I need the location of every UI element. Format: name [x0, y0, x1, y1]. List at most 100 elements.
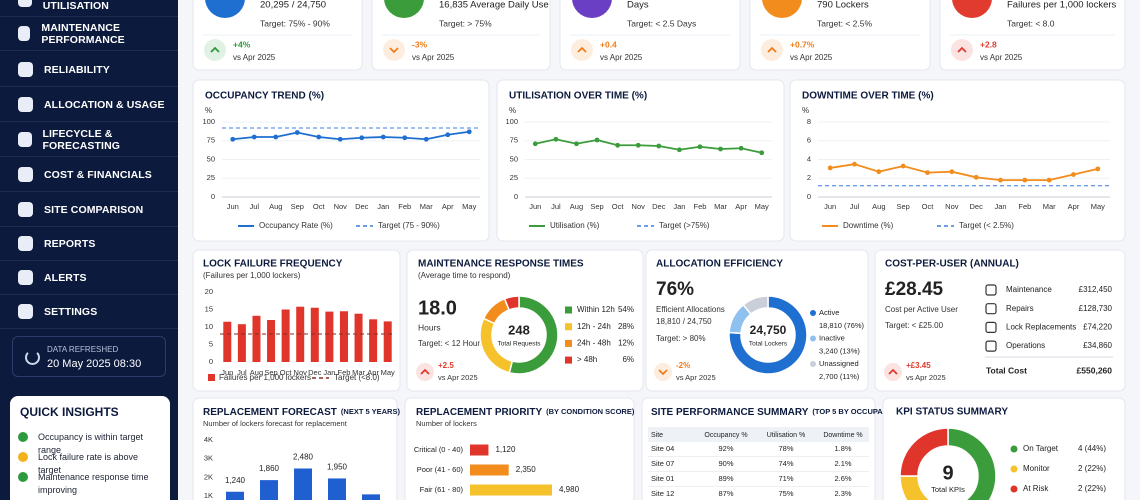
nav-item[interactable]: LIFECYCLE & FORECASTING: [0, 123, 178, 157]
card: [192, 79, 490, 242]
point: [973, 174, 979, 180]
bar: [339, 311, 348, 362]
legend-label: Failures per 1,000 lockers: [219, 373, 311, 382]
x-tick-label: Oct: [280, 368, 293, 377]
nav-icon: [18, 270, 33, 285]
refresh-value: 20 May 2025 08:30: [47, 358, 142, 370]
bar: [383, 321, 392, 362]
x-tick-label: Feb: [398, 202, 411, 211]
y-tick-label: 5: [209, 339, 213, 348]
value-label: 1,860: [259, 464, 280, 473]
y-tick-label: 6: [807, 136, 811, 145]
point: [615, 142, 621, 148]
title-note: (NEXT 5 YEARS): [341, 407, 401, 416]
card-title: OCCUPANCY TREND (%): [205, 91, 324, 102]
bar: [354, 313, 363, 362]
legend-swatch: [810, 335, 816, 342]
bar: [226, 491, 244, 500]
insight-text: Maintenance response time improving: [38, 472, 149, 495]
y-tick-label: 2: [807, 173, 811, 182]
nav-item[interactable]: SITE COMPARISON: [0, 193, 178, 227]
legend-value: 4 (44%): [1078, 444, 1106, 453]
title-main: REPLACEMENT PRIORITY: [416, 407, 542, 418]
table-cell: 1.8%: [834, 444, 851, 453]
table-cell: 75%: [778, 489, 793, 498]
kpi-icon: [205, 0, 245, 18]
nav-icon: [18, 167, 33, 182]
x-tick-label: May: [381, 368, 395, 377]
point: [925, 170, 930, 176]
change-arrow: [658, 369, 668, 376]
nav-icon: [18, 62, 33, 77]
table-cell: 90%: [718, 459, 733, 468]
card: [645, 249, 869, 392]
donut-segment: [947, 427, 997, 500]
nav-item[interactable]: RELIABILITY: [0, 53, 178, 87]
x-tick-label: Dec: [652, 202, 666, 211]
title-main: REPLACEMENT FORECAST: [203, 407, 337, 418]
nav-icon: [18, 202, 33, 217]
nav-item[interactable]: OCCUPANCY & UTILISATION: [0, 0, 178, 17]
point: [656, 143, 662, 149]
legend-swatch: [565, 339, 572, 347]
point: [251, 134, 257, 140]
x-tick-label: Oct: [922, 202, 935, 211]
legend-swatch: [810, 361, 816, 367]
bar: [369, 319, 378, 362]
kpi-target: Target: 75% - 90%: [260, 18, 330, 28]
title-note: (BY CONDITION SCORE): [546, 407, 635, 416]
y-tick-label: 50: [510, 154, 518, 163]
cost-total-name: Total Cost: [986, 365, 1027, 375]
legend-value: 54%: [618, 305, 634, 314]
nav-item[interactable]: COST & FINANCIALS: [0, 158, 178, 192]
card: [882, 397, 1126, 500]
point: [402, 135, 408, 141]
x-tick-label: Sep: [896, 202, 909, 211]
nav-label: ALERTS: [44, 271, 87, 284]
bar: [470, 444, 489, 456]
legend-label: Occupancy Rate (%): [259, 221, 333, 230]
nav-label: LIFECYCLE & FORECASTING: [42, 127, 121, 152]
y-tick-label: 3K: [204, 454, 213, 463]
nav-item[interactable]: ALLOCATION & USAGE: [0, 88, 178, 122]
point: [230, 136, 236, 142]
y-tick-label: Poor (41 - 60): [417, 465, 464, 474]
change-icon: [951, 39, 973, 61]
x-tick-label: Apr: [442, 202, 454, 211]
series-line: [232, 130, 470, 141]
legend-label: Active: [819, 308, 839, 317]
change-value: -2%: [676, 361, 690, 370]
insight-icon: [18, 472, 28, 482]
nav-item[interactable]: REPORTS: [0, 227, 178, 261]
card-subtitle: Number of lockers forecast for replaceme…: [203, 419, 348, 428]
x-tick-label: Sep: [264, 368, 277, 377]
bar: [325, 311, 334, 362]
legend-label: Target (<8.0): [334, 373, 380, 382]
x-tick-label: Aug: [570, 202, 583, 211]
x-tick-label: Apr: [735, 202, 747, 211]
bar: [470, 484, 552, 496]
table-header-cell: Site: [651, 432, 663, 439]
legend-label: On Target: [1023, 444, 1059, 453]
cost-name: Lock Replacements: [1006, 323, 1076, 332]
nav-item[interactable]: SETTINGS: [0, 295, 178, 329]
kpi-unit: Hours: [418, 322, 441, 332]
nav-icon: [18, 97, 33, 112]
x-tick-label: Feb: [337, 368, 350, 377]
bar: [267, 320, 276, 362]
nav-item[interactable]: MAINTENANCE PERFORMANCE: [0, 17, 178, 51]
table-cell: 89%: [718, 474, 733, 483]
change-arrow: [957, 46, 967, 53]
legend-label: Monitor: [1023, 464, 1050, 473]
card: [874, 249, 1126, 392]
bar: [470, 464, 509, 476]
x-tick-label: Nov: [632, 202, 646, 211]
card-title: DOWNTIME OVER TIME (%): [802, 91, 934, 102]
x-tick-label: Mar: [1043, 202, 1056, 211]
table-cell: 71%: [778, 474, 793, 483]
nav-item[interactable]: ALERTS: [0, 261, 178, 295]
kpi-ratio: 18,810 / 24,750: [656, 317, 712, 326]
nav-label: MAINTENANCE PERFORMANCE: [41, 21, 125, 46]
